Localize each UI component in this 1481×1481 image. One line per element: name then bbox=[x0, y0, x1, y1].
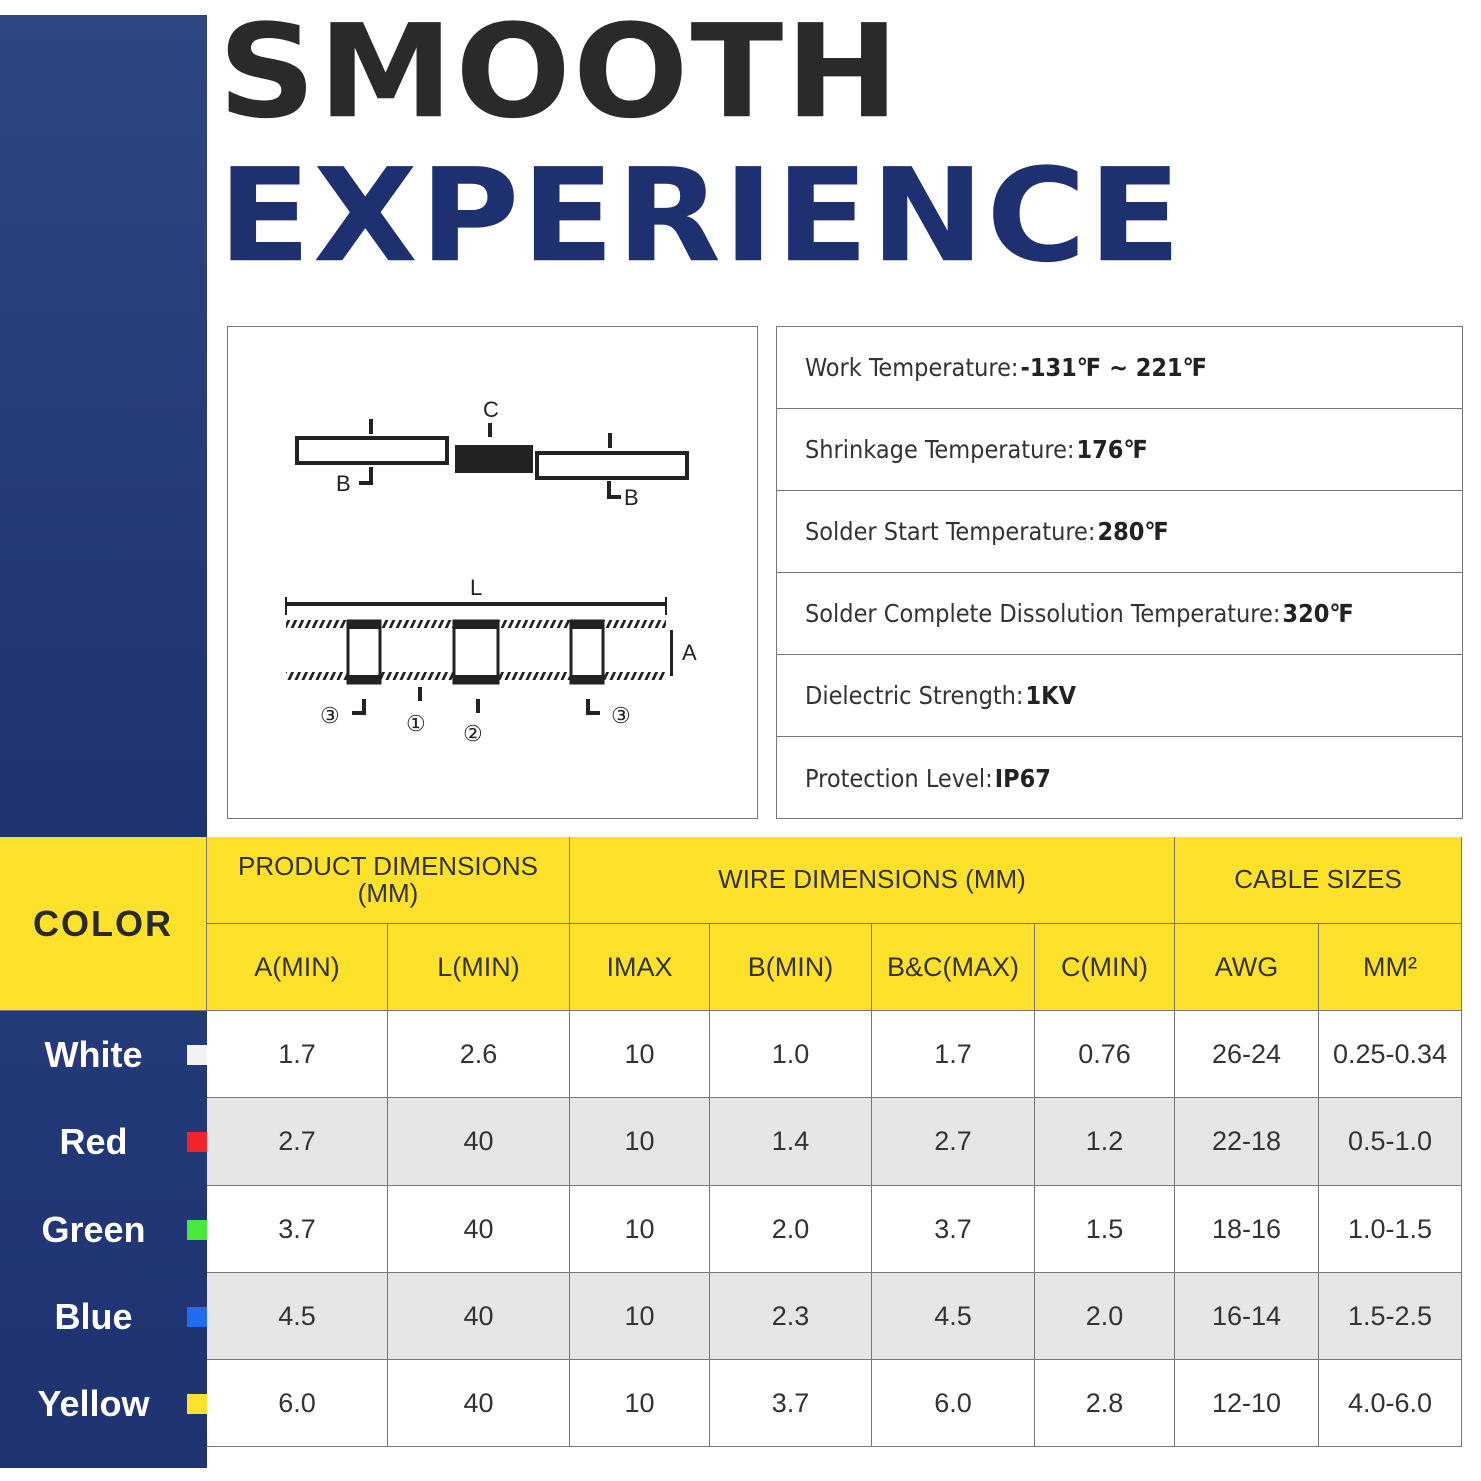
row-color-name: Blue bbox=[54, 1295, 133, 1337]
table-cell: 4.5 bbox=[207, 1273, 388, 1360]
column-header: B(MIN) bbox=[710, 924, 872, 1011]
label-2: ② bbox=[463, 721, 483, 746]
table-cell: 1.4 bbox=[710, 1098, 872, 1186]
table-cell: 1.2 bbox=[1035, 1098, 1175, 1186]
table-cell: 2.8 bbox=[1035, 1360, 1175, 1447]
column-header: B&C(MAX) bbox=[872, 924, 1035, 1011]
spec-solder-start-temperature: Solder Start Temperature: 280℉ bbox=[777, 491, 1462, 573]
spec-value: -131℉ ~ 221℉ bbox=[1020, 353, 1208, 382]
table-cell: 3.7 bbox=[207, 1186, 388, 1273]
color-header: COLOR bbox=[0, 837, 207, 1011]
column-header: MM² bbox=[1319, 924, 1462, 1011]
label-1: ① bbox=[406, 711, 426, 736]
table-cell: 1.7 bbox=[207, 1011, 388, 1098]
table-cell: 1.5-2.5 bbox=[1319, 1273, 1462, 1360]
table-cell: 2.7 bbox=[207, 1098, 388, 1186]
label-l: L bbox=[470, 575, 482, 600]
table-cell: 40 bbox=[388, 1273, 570, 1360]
spec-protection-level: Protection Level: IP67 bbox=[777, 737, 1462, 819]
spec-value: IP67 bbox=[994, 763, 1051, 793]
spec-label: Shrinkage Temperature: bbox=[805, 435, 1075, 464]
label-c: C bbox=[483, 397, 499, 422]
row-color-name: Yellow bbox=[37, 1382, 150, 1424]
splice-bottom-diagram: L A ③ ① ② ③ bbox=[285, 575, 697, 746]
spec-value: 176℉ bbox=[1076, 435, 1148, 464]
spec-label: Dielectric Strength: bbox=[805, 681, 1024, 710]
group-header: CABLE SIZES bbox=[1175, 837, 1462, 924]
spec-label: Protection Level: bbox=[805, 763, 993, 793]
table-cell: 1.7 bbox=[872, 1011, 1035, 1098]
table-cell: 26-24 bbox=[1175, 1011, 1319, 1098]
table-cell: 40 bbox=[388, 1360, 570, 1447]
table-cell: 12-10 bbox=[1175, 1360, 1319, 1447]
label-3-left: ③ bbox=[320, 703, 340, 728]
spec-label: Solder Start Temperature: bbox=[805, 517, 1096, 546]
label-b-left: B bbox=[336, 471, 351, 496]
table-cell: 0.25-0.34 bbox=[1319, 1011, 1462, 1098]
title-line-1: SMOOTH bbox=[218, 0, 902, 148]
spec-value: 320℉ bbox=[1282, 599, 1354, 628]
title-line-2: EXPERIENCE bbox=[218, 141, 1184, 292]
table-cell: 40 bbox=[388, 1098, 570, 1186]
navy-side-band bbox=[0, 15, 207, 837]
spec-value: 1KV bbox=[1025, 681, 1077, 710]
table-cell: 2.0 bbox=[1035, 1273, 1175, 1360]
table-cell: 1.0-1.5 bbox=[1319, 1186, 1462, 1273]
table-cell: 10 bbox=[570, 1186, 710, 1273]
group-header: WIRE DIMENSIONS (MM) bbox=[570, 837, 1175, 924]
table-cell: 10 bbox=[570, 1360, 710, 1447]
table-cell: 22-18 bbox=[1175, 1098, 1319, 1186]
specs-list: Work Temperature: -131℉ ~ 221℉ Shrinkage… bbox=[776, 326, 1463, 819]
spec-dielectric-strength: Dielectric Strength: 1KV bbox=[777, 655, 1462, 737]
table-cell: 0.5-1.0 bbox=[1319, 1098, 1462, 1186]
table-cell: 1.5 bbox=[1035, 1186, 1175, 1273]
table-cell: 16-14 bbox=[1175, 1273, 1319, 1360]
table-cell: 3.7 bbox=[710, 1360, 872, 1447]
spec-label: Work Temperature: bbox=[805, 353, 1019, 382]
column-header: C(MIN) bbox=[1035, 924, 1175, 1011]
table-cell: 3.7 bbox=[872, 1186, 1035, 1273]
table-cell: 10 bbox=[570, 1273, 710, 1360]
table-cell: 6.0 bbox=[872, 1360, 1035, 1447]
column-header: AWG bbox=[1175, 924, 1319, 1011]
spec-value: 280℉ bbox=[1097, 517, 1169, 546]
table-cell: 6.0 bbox=[207, 1360, 388, 1447]
table-cell: 2.0 bbox=[710, 1186, 872, 1273]
column-header: IMAX bbox=[570, 924, 710, 1011]
diagram-svg: C B B L A ③ ① ② ③ bbox=[285, 397, 697, 746]
spec-work-temperature: Work Temperature: -131℉ ~ 221℉ bbox=[777, 327, 1462, 409]
table-cell: 10 bbox=[570, 1098, 710, 1186]
label-b-right: B bbox=[624, 485, 639, 510]
table-cell: 40 bbox=[388, 1186, 570, 1273]
table-cell: 4.0-6.0 bbox=[1319, 1360, 1462, 1447]
splice-top-diagram: C B B bbox=[295, 397, 689, 510]
label-3-right: ③ bbox=[611, 703, 631, 728]
table-cell: 0.76 bbox=[1035, 1011, 1175, 1098]
table-cell: 1.0 bbox=[710, 1011, 872, 1098]
row-color-name: White bbox=[44, 1033, 143, 1075]
spec-label: Solder Complete Dissolution Temperature: bbox=[805, 599, 1281, 628]
spec-solder-dissolution-temperature: Solder Complete Dissolution Temperature:… bbox=[777, 573, 1462, 655]
column-header: L(MIN) bbox=[388, 924, 570, 1011]
navy-color-column bbox=[0, 1011, 207, 1468]
table-cell: 2.7 bbox=[872, 1098, 1035, 1186]
table-cell: 10 bbox=[570, 1011, 710, 1098]
group-header: PRODUCT DIMENSIONS (MM) bbox=[207, 837, 570, 924]
row-color-name: Red bbox=[59, 1121, 128, 1163]
column-header: A(MIN) bbox=[207, 924, 388, 1011]
label-a: A bbox=[682, 640, 697, 665]
table-cell: 4.5 bbox=[872, 1273, 1035, 1360]
dimension-diagram: C B B L A ③ ① ② ③ bbox=[227, 326, 758, 819]
table-cell: 2.3 bbox=[710, 1273, 872, 1360]
spec-shrinkage-temperature: Shrinkage Temperature: 176℉ bbox=[777, 409, 1462, 491]
table-cell: 2.6 bbox=[388, 1011, 570, 1098]
table-cell: 18-16 bbox=[1175, 1186, 1319, 1273]
row-color-name: Green bbox=[41, 1208, 146, 1250]
